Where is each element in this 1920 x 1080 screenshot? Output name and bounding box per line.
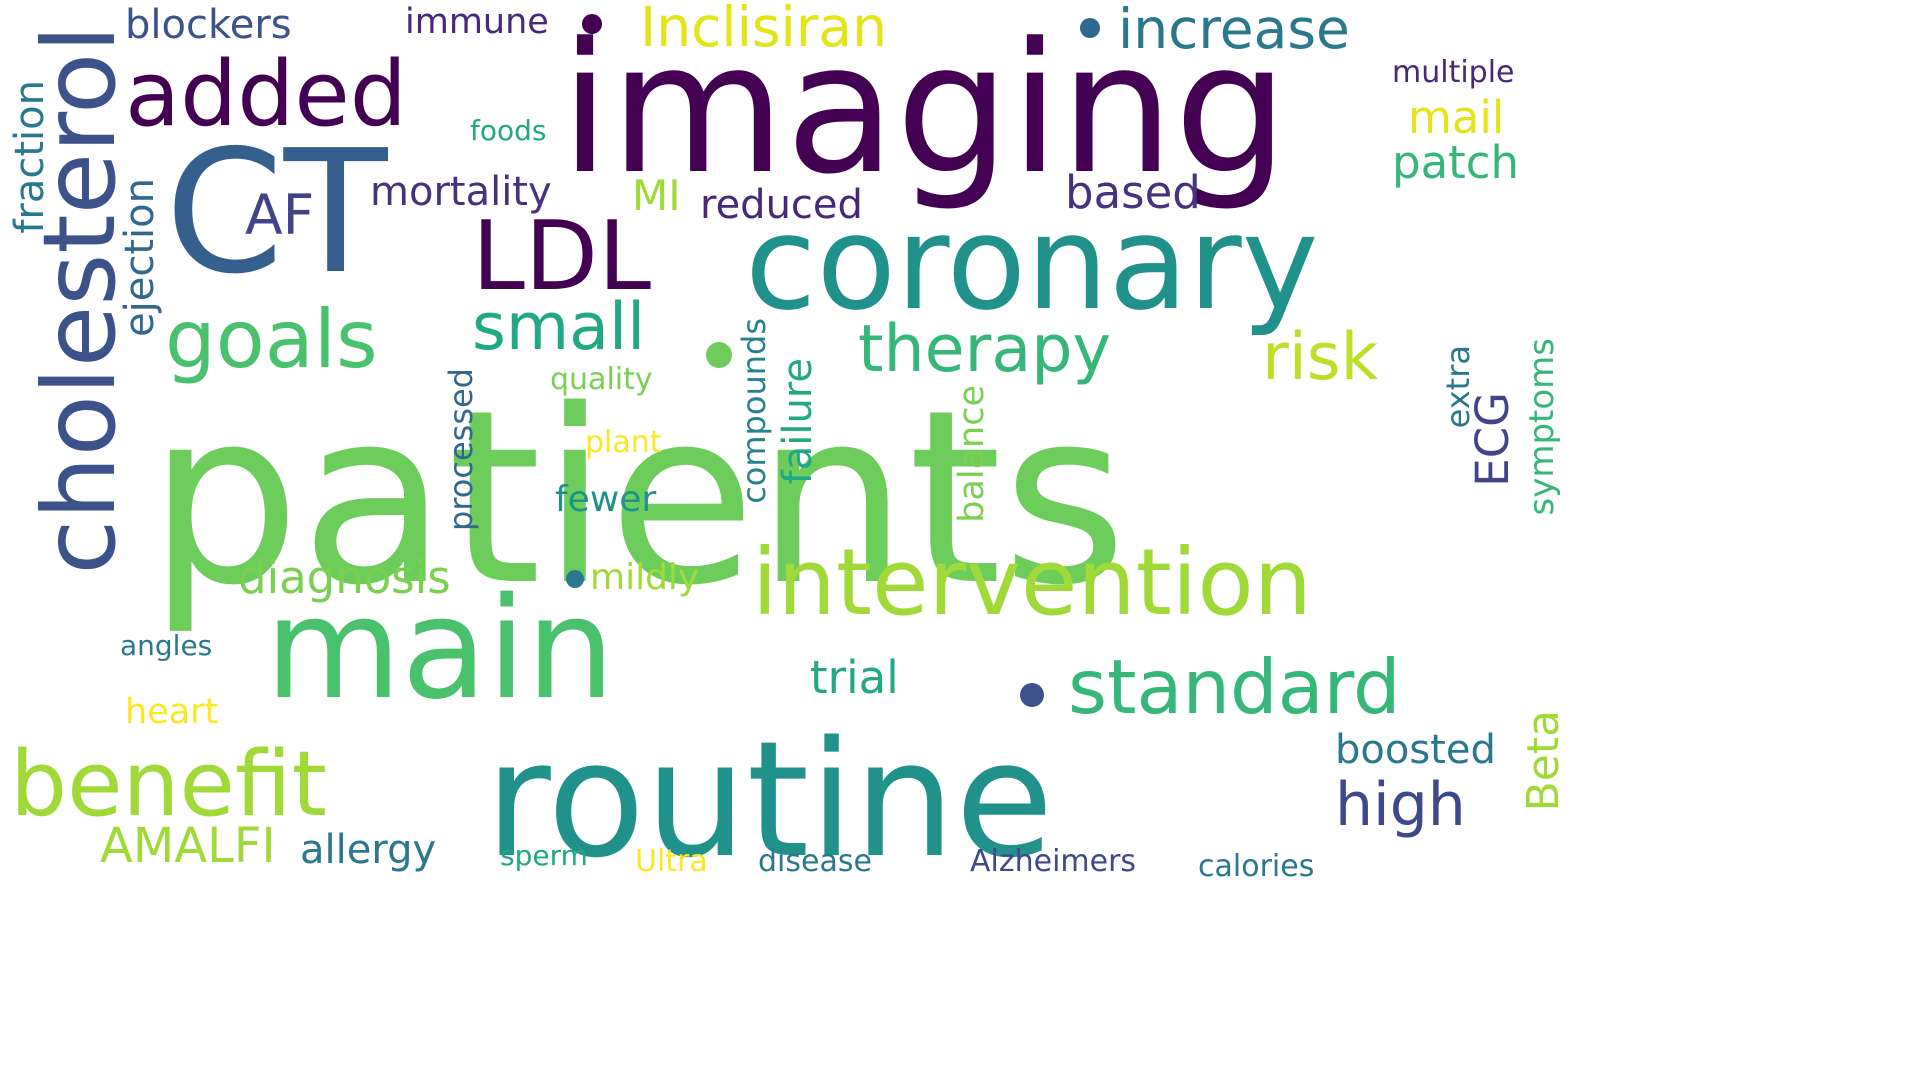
word-plant: plant	[585, 425, 662, 460]
word-processed: processed	[442, 368, 480, 531]
word-amalfi: AMALFI	[100, 818, 276, 874]
word-ultra: Ultra	[635, 844, 708, 879]
word-blockers: blockers	[125, 2, 292, 48]
word-angles: angles	[120, 629, 213, 662]
word-risk: risk	[1262, 320, 1379, 395]
word-trial: trial	[810, 651, 899, 704]
word-symptoms: symptoms	[1522, 338, 1562, 516]
word-goals: goals	[165, 293, 378, 386]
dot-increase	[1080, 18, 1100, 38]
word-immune: immune	[405, 2, 549, 42]
word-main: main	[265, 568, 615, 731]
word-beta: Beta	[1518, 710, 1569, 812]
word-mildly: mildly	[590, 557, 700, 598]
word-routine: routine	[485, 706, 1054, 893]
word-calories: calories	[1198, 849, 1315, 884]
word-af: AF	[245, 183, 315, 247]
dot-top	[582, 14, 602, 34]
word-alzheimers: Alzheimers	[970, 844, 1137, 879]
word-mi: MI	[632, 171, 681, 220]
word-increase: increase	[1118, 0, 1350, 61]
word-boosted: boosted	[1335, 727, 1496, 773]
word-imaging: imaging	[560, 5, 1289, 214]
word-ldl: LDL	[472, 202, 652, 312]
word-inclisiran: Inclisiran	[640, 0, 887, 59]
word-patch: patch	[1392, 136, 1520, 189]
word-based: based	[1065, 166, 1201, 219]
word-patients: patients	[148, 358, 1128, 638]
word-mail: mail	[1408, 91, 1505, 144]
word-standard: standard	[1068, 643, 1401, 731]
word-intervention: intervention	[752, 529, 1312, 636]
dot-diagnosis	[566, 570, 584, 588]
word-foods: foods	[470, 114, 547, 147]
word-balance: balance	[952, 385, 992, 523]
dot-small	[706, 342, 732, 368]
word-ejection: ejection	[117, 178, 163, 337]
word-ct: CT	[165, 114, 388, 312]
word-fraction: fraction	[7, 80, 53, 234]
word-added: added	[125, 42, 407, 147]
word-fewer: fewer	[555, 479, 657, 520]
word-mortality: mortality	[370, 169, 552, 215]
word-multiple: multiple	[1392, 55, 1515, 90]
word-failure: failure	[775, 358, 821, 485]
word-diagnosis: diagnosis	[238, 551, 451, 604]
word-heart: heart	[125, 692, 219, 732]
word-benefit: benefit	[10, 732, 327, 837]
word-compounds: compounds	[735, 318, 773, 504]
word-high: high	[1335, 770, 1466, 840]
word-allergy: allergy	[300, 827, 437, 873]
word-reduced: reduced	[700, 182, 863, 228]
word-small: small	[472, 290, 646, 365]
word-sperm: sperm	[500, 839, 588, 872]
dot-standard	[1020, 683, 1044, 707]
word-quality: quality	[550, 362, 653, 397]
word-therapy: therapy	[858, 312, 1111, 387]
word-coronary: coronary	[745, 187, 1319, 339]
word-disease: disease	[758, 844, 872, 879]
word-extra: extra	[1439, 345, 1477, 429]
